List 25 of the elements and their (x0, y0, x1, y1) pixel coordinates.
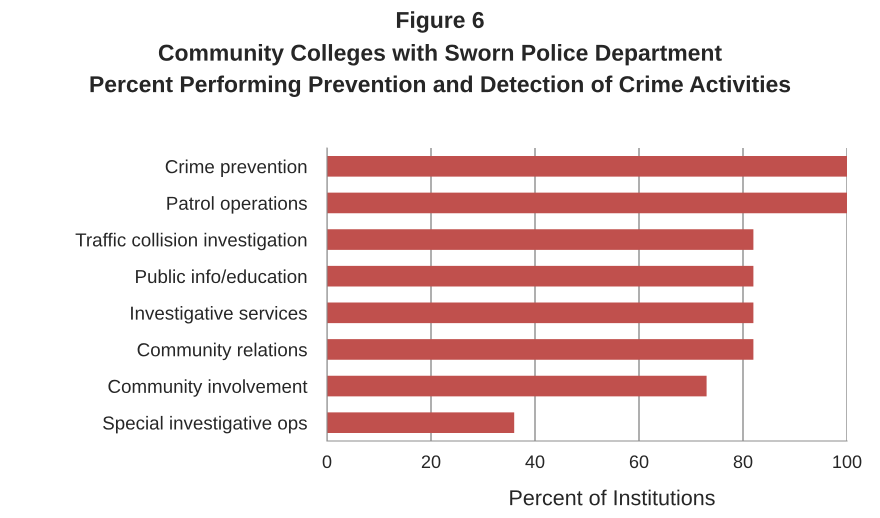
bar (327, 229, 754, 250)
x-tick-label: 100 (833, 455, 862, 468)
y-tick-label: Community involvement (108, 379, 308, 397)
x-axis-title: Percent of Institutions (510, 490, 715, 506)
y-tick-label: Community relations (138, 342, 307, 360)
y-tick-label: Crime prevention (166, 160, 306, 177)
x-tick-label: 20 (422, 455, 440, 468)
bar (327, 266, 754, 286)
x-tick-label: 0 (322, 455, 332, 468)
x-tick-label: 60 (630, 455, 648, 468)
bar (327, 302, 754, 324)
y-tick-label: Special investigative ops (103, 416, 307, 434)
y-tick-label: Patrol operations (167, 196, 307, 214)
bar (327, 376, 707, 396)
chart-subtitle: Community Colleges with Sworn Police Department Percent Performing Prevention and Detection of Crime Activities (90, 44, 790, 97)
bar (327, 192, 847, 214)
bar (327, 412, 514, 433)
x-tick-label: 40 (525, 455, 544, 468)
y-tick-label: Investigative services (131, 306, 307, 324)
y-tick-label: Public info/education (136, 269, 306, 284)
bar (327, 339, 754, 360)
y-tick-label: Traffic collision investigation (76, 232, 306, 250)
chart-title: Figure 6 (396, 11, 484, 33)
bar (327, 156, 847, 177)
x-tick-label: 80 (734, 455, 752, 468)
